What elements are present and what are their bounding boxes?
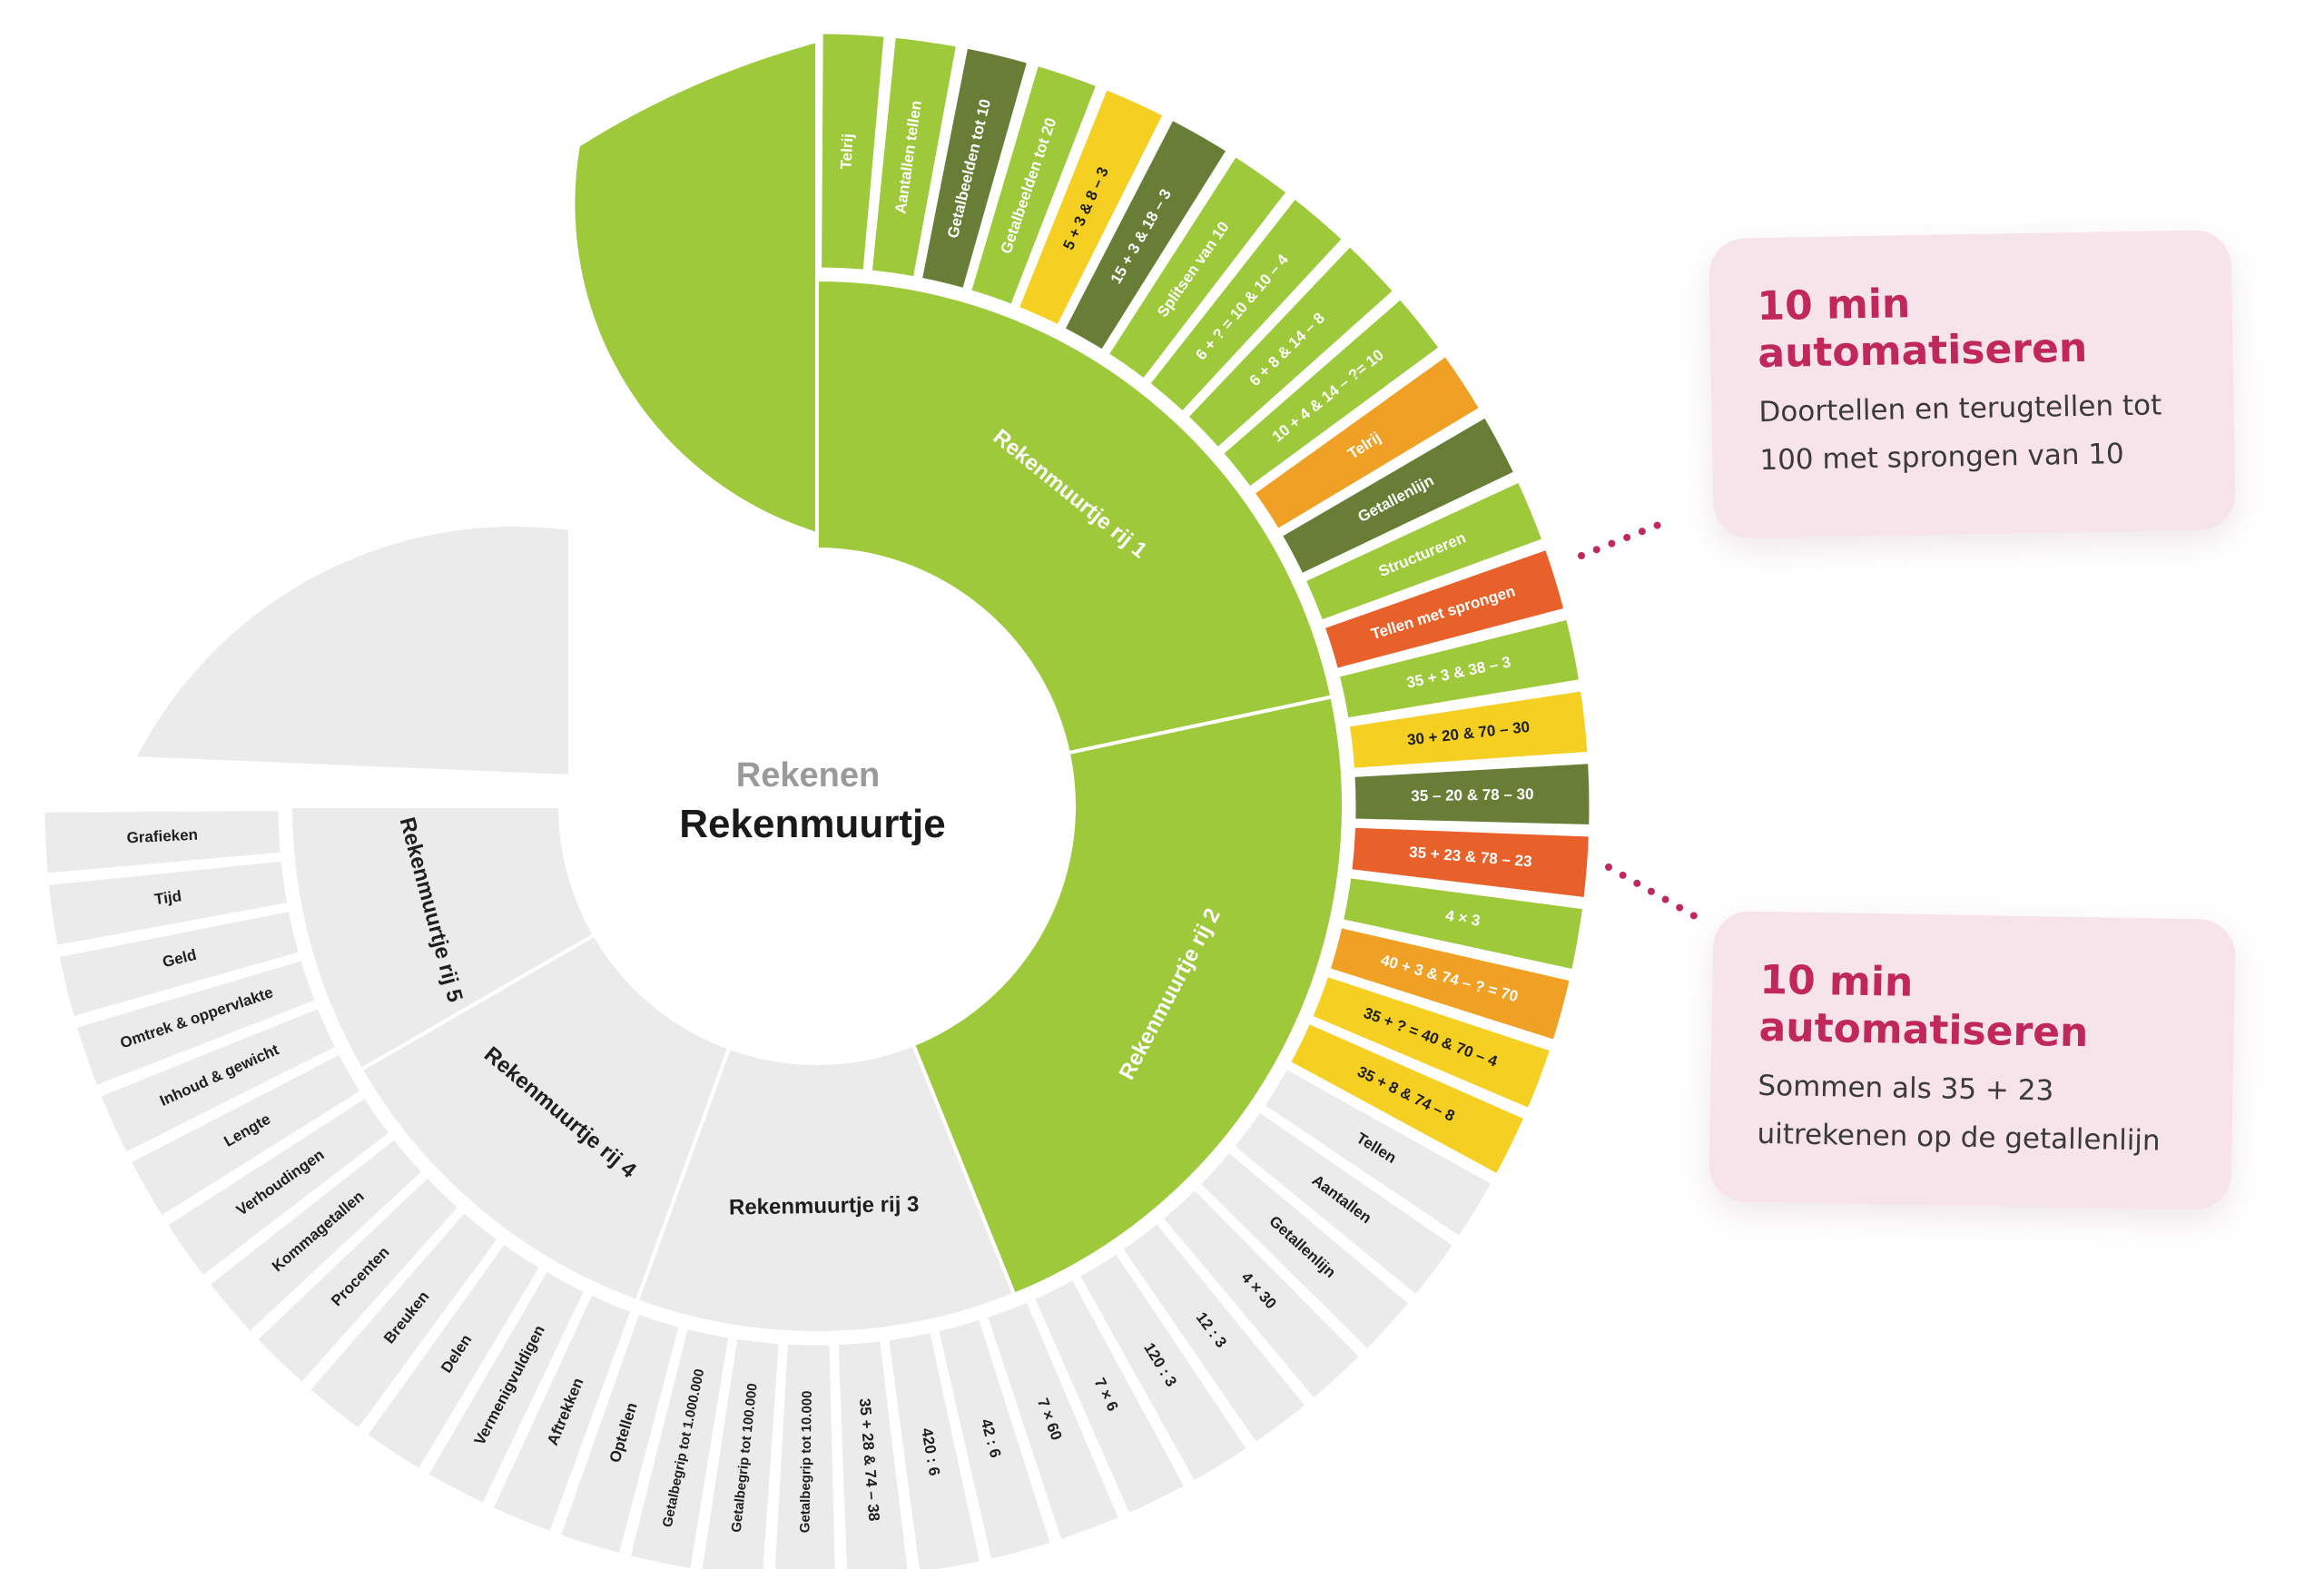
outer-segment — [1077, 1250, 1250, 1485]
outer-segment — [1185, 243, 1396, 450]
outer-segment — [1220, 296, 1443, 490]
outer-segment — [919, 45, 1030, 291]
outer-segment — [772, 1341, 838, 1569]
outer-segment — [1287, 1021, 1527, 1177]
callout-text: Sommen als 35 + 23 uitrekenen op de geta… — [1757, 1069, 2161, 1158]
grey-blob — [131, 523, 572, 779]
inner-segment — [911, 695, 1345, 1298]
inner-segment-label: Rekenmuurtje rij 3 — [729, 1192, 920, 1220]
outer-segment — [364, 1240, 543, 1472]
outer-segment — [1160, 1187, 1363, 1402]
outer-segment — [425, 1268, 587, 1506]
outer-segment — [699, 1336, 782, 1569]
center-title: Rekenmuurtje — [679, 802, 945, 846]
center-subject: Rekenen — [736, 756, 880, 794]
outer-segment — [1147, 195, 1345, 415]
outer-segment — [42, 808, 283, 876]
outer-segment — [206, 1136, 426, 1335]
outer-segment — [1303, 479, 1545, 623]
outer-segment — [1061, 117, 1230, 353]
outer-segment — [1352, 761, 1592, 828]
outer-segment — [835, 1338, 911, 1569]
outer-segment — [1322, 547, 1567, 672]
outer-segment-label: Telrij — [838, 133, 857, 170]
outer-segment — [935, 1317, 1054, 1563]
outer-segment — [45, 858, 290, 949]
inner-segment — [635, 1041, 1017, 1335]
callout-card-top: 10 min automatiseren Doortellen en terug… — [1709, 230, 2236, 538]
outer-segment — [74, 957, 319, 1089]
outer-segment — [1261, 1066, 1495, 1239]
inner-segment — [288, 804, 597, 1072]
callout-text: Doortellen en terugtellen tot 100 met sp… — [1758, 389, 2162, 478]
outer-segment — [627, 1326, 732, 1569]
green-blob — [571, 38, 819, 537]
outer-segment — [56, 908, 302, 1020]
outer-segment — [1197, 1150, 1413, 1352]
outer-segment — [128, 1051, 364, 1219]
outer-segment — [1279, 414, 1517, 577]
outer-segment — [1340, 875, 1586, 972]
callout-title: 10 min automatiseren — [1757, 281, 2088, 378]
outer-segment — [307, 1209, 501, 1432]
outer-segment — [557, 1311, 683, 1556]
outer-segment — [886, 1329, 983, 1569]
outer-segment — [869, 35, 960, 280]
outer-segment-label: 35 – 20 & 78 – 30 — [1411, 785, 1533, 804]
inner-segment — [358, 932, 732, 1304]
outer-segment — [1327, 924, 1573, 1043]
callout-title: 10 min automatiseren — [1758, 956, 2089, 1057]
outer-segment-label: Getalbegrip tot 10.000 — [797, 1390, 814, 1533]
outer-segment-label: Grafieken — [126, 826, 198, 847]
inner-segment — [815, 277, 1334, 755]
outer-segment — [97, 1005, 339, 1156]
outer-segment — [1309, 973, 1553, 1111]
outer-segment — [819, 31, 887, 272]
outer-segment — [1031, 1277, 1187, 1516]
outer-segment — [984, 1298, 1122, 1543]
outer-segment — [968, 63, 1099, 308]
callout-card-bottom: 10 min automatiseren Sommen als 35 + 23 … — [1709, 911, 2236, 1210]
outer-segment — [1336, 617, 1582, 721]
outer-segment — [489, 1292, 634, 1534]
connector-bottom — [1605, 863, 1703, 923]
outer-segment — [164, 1095, 393, 1279]
outer-segment — [1231, 1109, 1456, 1298]
connector-top — [1578, 516, 1676, 559]
outer-segment — [1016, 86, 1167, 328]
outer-segment — [1251, 353, 1482, 532]
outer-segment — [1346, 688, 1590, 771]
outer-segment — [1106, 153, 1290, 382]
outer-segment — [1119, 1220, 1309, 1446]
outer-segment — [1349, 824, 1591, 901]
outer-segment — [254, 1174, 461, 1386]
outer-ring: Telrij Aantallen tellen Getalbeelden tot 1… — [42, 31, 1592, 1569]
outer-segment-label: Tijd — [153, 887, 182, 908]
